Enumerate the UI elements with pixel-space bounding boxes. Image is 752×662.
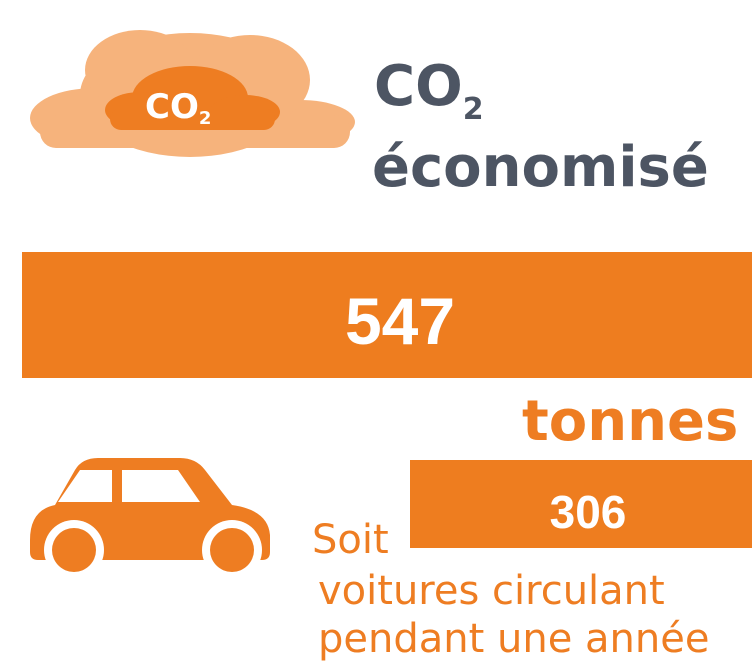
car-icon [30,458,270,580]
cloud-label: CO2 [145,87,211,129]
equivalent-band [410,460,752,548]
equivalent-prefix: Soit [312,517,389,563]
title-line1: CO2 [374,54,484,127]
equivalent-line2: pendant une année [318,616,709,662]
amount-unit: tonnes [522,389,738,454]
equivalent-line1: voitures circulant [318,568,665,614]
equivalent-value: 306 [550,486,627,538]
cloud-icon: CO2 [30,30,355,157]
title-line2: économisé [372,135,709,200]
amount-value: 547 [345,284,455,358]
amount-band [22,252,752,378]
